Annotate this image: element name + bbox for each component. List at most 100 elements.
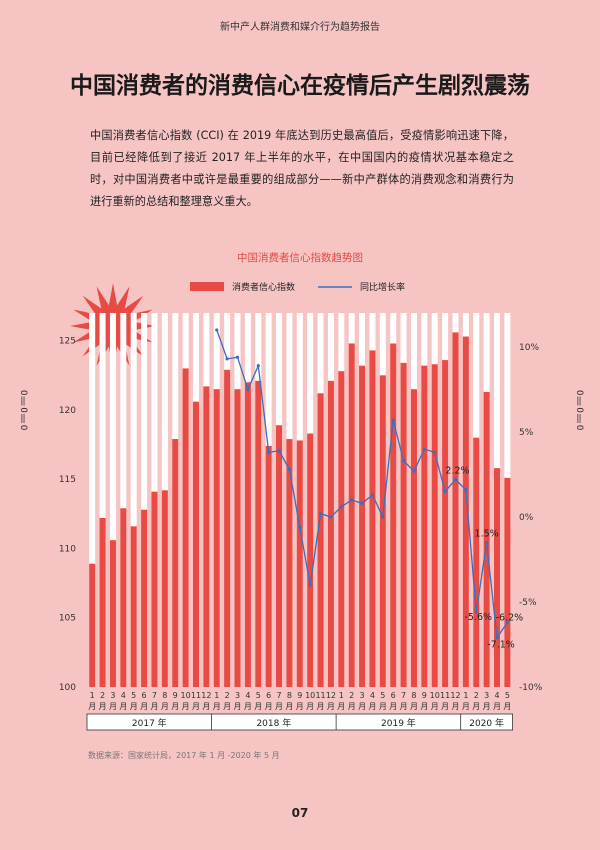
bar <box>276 425 283 687</box>
month-suffix: 月 <box>150 702 158 711</box>
growth-point <box>246 387 250 392</box>
month-label: 10 <box>181 691 191 700</box>
bar <box>172 439 179 687</box>
month-suffix: 月 <box>503 702 511 711</box>
bar <box>224 369 231 687</box>
growth-point <box>391 418 395 422</box>
page-number: 07 <box>291 806 309 820</box>
bar <box>442 360 449 687</box>
bar <box>203 386 210 687</box>
month-label: 2 <box>474 691 479 700</box>
growth-point <box>329 515 333 519</box>
month-suffix: 月 <box>368 702 376 711</box>
growth-point <box>225 357 229 361</box>
growth-point <box>464 488 468 492</box>
bar <box>327 380 334 687</box>
month-label: 2 <box>349 691 354 700</box>
month-suffix: 月 <box>410 702 418 711</box>
month-label: 1 <box>90 691 95 700</box>
left-tick-label: 105 <box>59 614 76 624</box>
growth-annotation: -7.1% <box>487 640 515 651</box>
growth-point <box>474 610 478 614</box>
growth-annotation: -5.6% <box>464 612 492 623</box>
month-label: 12 <box>201 691 211 700</box>
growth-point <box>235 355 240 359</box>
year-bracket <box>86 713 513 731</box>
right-tick-label: 5% <box>519 428 534 438</box>
bar <box>89 563 96 687</box>
growth-point <box>505 620 509 625</box>
year-label: 2017 年 <box>132 717 167 729</box>
month-label: 5 <box>256 691 261 700</box>
month-label: 11 <box>191 691 201 700</box>
growth-point <box>433 450 437 454</box>
month-suffix: 月 <box>223 702 231 711</box>
month-label: 5 <box>380 691 385 700</box>
month-suffix: 月 <box>472 702 480 711</box>
bar <box>234 389 241 687</box>
report-header: 新中产人群消费和媒介行为趋势报告 <box>220 22 380 33</box>
month-suffix: 月 <box>244 702 252 711</box>
growth-point <box>256 364 260 368</box>
month-suffix: 月 <box>379 702 387 711</box>
month-suffix: 月 <box>275 702 283 711</box>
growth-point <box>381 515 385 519</box>
bar <box>244 382 251 687</box>
bar-track <box>89 313 96 687</box>
bar-track <box>130 313 137 687</box>
month-label: 3 <box>484 691 489 700</box>
month-suffix: 月 <box>171 702 179 711</box>
bar <box>431 364 438 687</box>
growth-point <box>339 505 343 509</box>
month-suffix: 月 <box>202 702 210 711</box>
month-label: 1 <box>463 691 468 700</box>
left-tick-label: 110 <box>59 544 76 554</box>
month-suffix: 月 <box>317 702 325 711</box>
legend-bar-swatch <box>190 282 224 291</box>
bar <box>390 343 397 687</box>
bar <box>255 380 262 687</box>
growth-point <box>350 498 354 502</box>
month-suffix: 月 <box>192 702 200 711</box>
month-suffix: 月 <box>234 702 242 711</box>
year-label: 2018 年 <box>256 717 291 729</box>
month-suffix: 月 <box>348 702 356 711</box>
month-label: 11 <box>315 691 325 700</box>
legend-bar-label: 消费者信心指数 <box>232 281 295 293</box>
bar <box>462 336 469 687</box>
bar <box>296 440 303 687</box>
bar <box>182 368 189 687</box>
growth-annotation: 1.5% <box>475 529 499 540</box>
right-tick-label: 0% <box>519 513 534 523</box>
intro-paragraph: 中国消费者信心指数 (CCI) 在 2019 年底达到历史最高值后，受疫情影响迅… <box>90 129 514 208</box>
bar-track <box>120 313 127 687</box>
month-suffix: 月 <box>130 702 138 711</box>
right-tick-label: -10% <box>519 683 543 693</box>
growth-point <box>267 450 271 454</box>
growth-point <box>308 583 312 587</box>
growth-point <box>422 447 426 451</box>
growth-point <box>401 459 406 463</box>
bar <box>151 491 158 687</box>
growth-point <box>277 449 281 453</box>
month-label: 4 <box>370 691 375 700</box>
month-label: 3 <box>360 691 365 700</box>
month-suffix: 月 <box>420 702 428 711</box>
bar <box>348 343 355 687</box>
plot-area: 100105110115120125-10%-5%0%5%10%2.2%-5.6… <box>59 313 543 731</box>
month-label: 2 <box>100 691 105 700</box>
month-suffix: 月 <box>483 702 491 711</box>
month-suffix: 月 <box>389 702 397 711</box>
page-title: 中国消费者的消费信心在疫情后产生剧烈震荡 <box>70 73 530 99</box>
month-label: 10 <box>430 691 440 700</box>
growth-point <box>215 328 219 332</box>
month-label: 6 <box>266 691 271 700</box>
month-label: 4 <box>494 691 499 700</box>
growth-point <box>370 493 375 497</box>
month-suffix: 月 <box>254 702 262 711</box>
bar <box>286 439 293 687</box>
growth-point <box>495 636 499 640</box>
month-suffix: 月 <box>161 702 169 711</box>
growth-point <box>360 501 364 505</box>
